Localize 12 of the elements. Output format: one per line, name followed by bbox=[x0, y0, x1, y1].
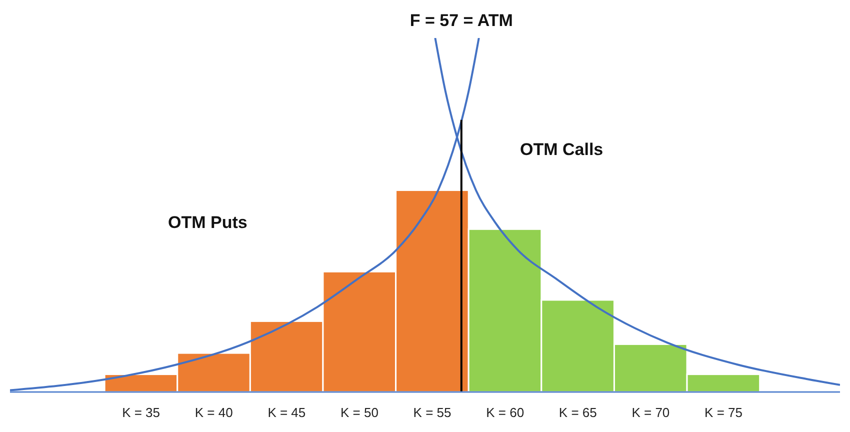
annotation: OTM Puts bbox=[168, 213, 248, 233]
x-tick-label: K = 40 bbox=[194, 405, 233, 420]
x-tick-label: K = 75 bbox=[704, 405, 742, 420]
annotation: OTM Calls bbox=[520, 140, 604, 160]
x-tick-label: K = 70 bbox=[632, 405, 670, 420]
x-tick-label: K = 60 bbox=[486, 405, 524, 420]
x-tick-label: K = 35 bbox=[122, 405, 160, 420]
ref-line-label: F = 57 = ATM bbox=[410, 11, 513, 30]
x-tick-label: K = 55 bbox=[413, 405, 452, 420]
x-tick-label: K = 65 bbox=[558, 405, 597, 420]
x-tick-label: K = 50 bbox=[340, 405, 378, 420]
x-tick-label: K = 45 bbox=[268, 405, 306, 420]
